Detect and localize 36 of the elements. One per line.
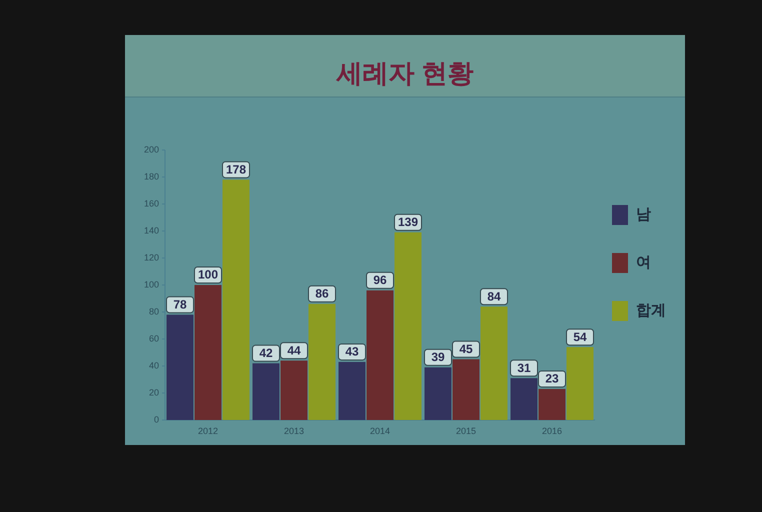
x-tick-label: 2014 <box>370 426 390 436</box>
data-label: 45 <box>459 342 473 356</box>
data-label: 39 <box>431 350 445 364</box>
data-label: 78 <box>173 297 187 312</box>
data-label: 44 <box>287 343 301 358</box>
x-tick-label: 2016 <box>542 426 562 436</box>
data-label: 23 <box>545 372 559 386</box>
legend-label: 남 <box>636 206 651 223</box>
x-tick-label: 2015 <box>456 426 476 436</box>
data-label: 84 <box>487 289 501 304</box>
y-tick-label: 200 <box>144 144 159 154</box>
data-label: 100 <box>198 268 218 282</box>
y-tick-label: 80 <box>148 306 159 316</box>
data-label: 178 <box>226 162 246 176</box>
y-tick-label: 160 <box>144 198 159 208</box>
y-tick-label: 140 <box>144 225 159 236</box>
data-label: 43 <box>345 344 359 359</box>
data-label: 54 <box>573 330 587 344</box>
y-tick-label: 60 <box>148 333 159 344</box>
data-label: 31 <box>517 360 531 375</box>
x-tick-label: 2013 <box>284 426 304 436</box>
chart-title: 세례자 현황 <box>335 58 474 88</box>
data-label: 139 <box>398 215 418 230</box>
y-tick-label: 40 <box>148 360 159 370</box>
data-label: 42 <box>259 346 273 360</box>
bar <box>194 285 222 420</box>
y-tick-label: 100 <box>144 279 159 290</box>
y-tick-label: 20 <box>148 387 159 398</box>
data-label: 96 <box>373 273 387 288</box>
legend-label: 여 <box>636 254 651 271</box>
x-tick-label: 2012 <box>198 426 218 436</box>
y-tick-label: 120 <box>144 252 159 262</box>
y-tick-label: 180 <box>144 171 159 182</box>
data-label: 86 <box>315 286 329 301</box>
y-tick-label: 0 <box>154 414 159 424</box>
legend-label: 합계 <box>636 302 666 319</box>
